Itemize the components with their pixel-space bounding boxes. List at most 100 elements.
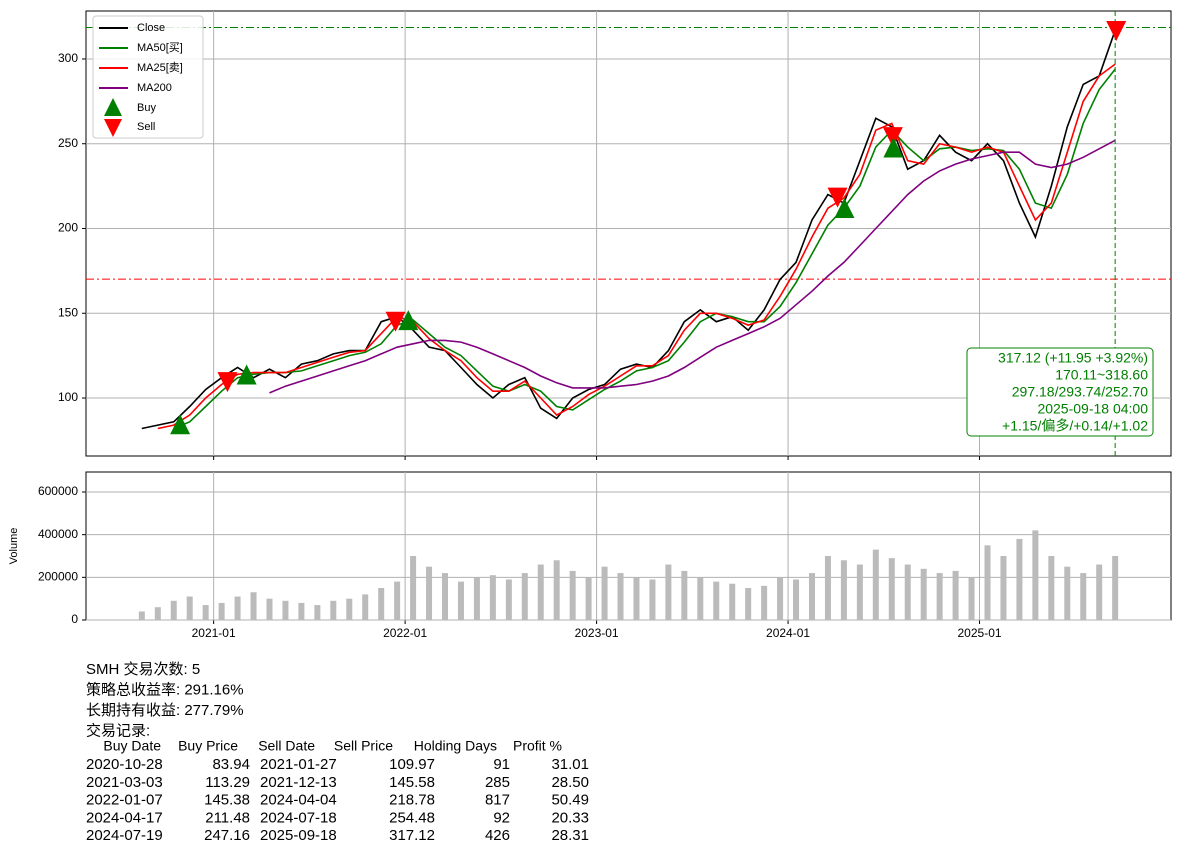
table-cell: 20.33 (551, 809, 589, 826)
table-cell: 285 (485, 774, 510, 791)
volume-bar (154, 607, 161, 620)
table-header: Buy Price (178, 738, 238, 754)
sell-marker (385, 311, 406, 332)
volume-bar (569, 570, 576, 620)
legend-label: MA25[卖] (137, 61, 183, 74)
table-header: Sell Price (334, 738, 393, 754)
table-cell: 2020-10-28 (86, 756, 163, 773)
table-cell: 2021-01-27 (260, 756, 337, 773)
legend-label: MA200 (137, 82, 172, 94)
y-tick-label: 100 (58, 390, 78, 404)
volume-bar (298, 602, 305, 620)
y-axis-label: Volume (8, 528, 20, 565)
table-cell: 247.16 (204, 827, 250, 844)
volume-bar (1000, 556, 1007, 620)
volume-frame (85, 471, 1172, 621)
legend-label: Close (137, 22, 165, 34)
volume-bar (394, 581, 401, 620)
volume-bar (553, 560, 560, 620)
x-tick-label: 2021-01 (192, 626, 236, 640)
volume-bar (170, 600, 177, 620)
table-cell: 145.38 (204, 792, 250, 809)
price-line (141, 29, 1116, 430)
volume-bar (250, 592, 257, 620)
volume-bar (1064, 566, 1071, 620)
y-tick-label: 200000 (38, 570, 78, 584)
table-cell: 31.01 (551, 756, 589, 773)
volume-bar (808, 573, 815, 620)
legend-box (92, 15, 204, 139)
volume-bar (1032, 530, 1039, 620)
table-cell: 254.48 (389, 809, 435, 826)
table-cell: 92 (493, 809, 510, 826)
volume-bar (378, 588, 385, 620)
buy-marker (398, 310, 419, 331)
sell-marker (882, 127, 903, 148)
sell-marker (217, 372, 238, 393)
volume-bar (840, 560, 847, 620)
volume-bar (1016, 538, 1023, 620)
volume-bar (633, 577, 640, 620)
table-header: Holding Days (414, 738, 497, 754)
y-tick-label: 600000 (38, 484, 78, 498)
table-cell: 83.94 (212, 756, 250, 773)
volume-bar (984, 545, 991, 620)
volume-bar (505, 579, 512, 620)
volume-bar (186, 596, 193, 620)
volume-bar (266, 598, 273, 620)
table-header: Buy Date (103, 738, 161, 754)
summary-line: 长期持有收益: 277.79% (86, 702, 244, 719)
price-line (157, 63, 1116, 430)
volume-bar (729, 583, 736, 620)
table-header: Profit % (513, 738, 562, 754)
table-cell: 2024-04-04 (260, 792, 337, 809)
volume-bar (617, 573, 624, 620)
x-tick-label: 2025-01 (958, 626, 1002, 640)
legend-label: MA50[买] (137, 41, 183, 54)
table-cell: 218.78 (389, 792, 435, 809)
volume-bar (330, 600, 337, 620)
table-cell: 2024-07-18 (260, 809, 337, 826)
table-cell: 2021-03-03 (86, 774, 163, 791)
price-frame (85, 10, 1172, 457)
volume-bar (888, 558, 895, 620)
volume-bar (968, 577, 975, 620)
sell-marker (1106, 20, 1127, 41)
annotation-line: 170.11~318.60 (1055, 367, 1148, 383)
volume-bar (649, 579, 656, 620)
x-tick-label: 2022-01 (383, 626, 427, 640)
summary-line: 策略总收益率: 291.16% (86, 681, 244, 698)
volume-bar (713, 581, 720, 620)
volume-bar (761, 585, 768, 620)
volume-bar (457, 581, 464, 620)
annotation-line: 317.12 (+11.95 +3.92%) (998, 350, 1148, 366)
volume-bar (585, 577, 592, 620)
volume-bar (521, 573, 528, 620)
volume-bar (218, 602, 225, 620)
volume-bar (824, 556, 831, 620)
table-cell: 28.50 (551, 774, 589, 791)
table-cell: 91 (493, 756, 510, 773)
volume-bar (1080, 573, 1087, 620)
volume-bar (1048, 556, 1055, 620)
x-tick-label: 2024-01 (766, 626, 810, 640)
x-tick-label: 2023-01 (575, 626, 619, 640)
table-cell: 113.29 (205, 774, 250, 791)
volume-bar (904, 564, 911, 620)
volume-bar (936, 573, 943, 620)
volume-bar (473, 577, 480, 620)
buy-marker (883, 137, 904, 158)
volume-bar (234, 596, 241, 620)
annotation-line: 2025-09-18 04:00 (1037, 401, 1148, 417)
table-cell: 2024-04-17 (86, 809, 163, 826)
legend-label: Sell (137, 121, 155, 133)
price-line (269, 139, 1116, 394)
y-tick-label: 150 (58, 305, 78, 319)
volume-bar (777, 577, 784, 620)
buy-marker (834, 198, 855, 219)
legend-swatch (104, 98, 122, 116)
table-cell: 2025-09-18 (260, 827, 337, 844)
volume-bar (793, 579, 800, 620)
volume-bar (346, 598, 353, 620)
